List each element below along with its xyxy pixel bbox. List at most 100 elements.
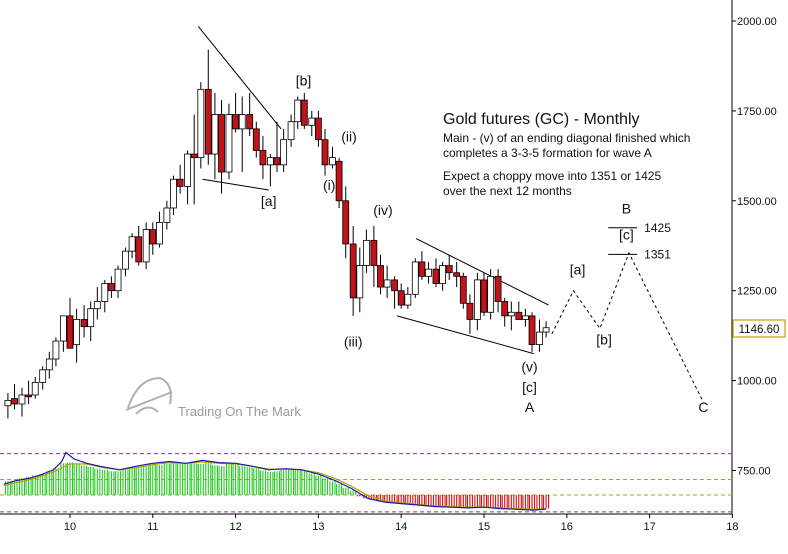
- candle-body: [176, 178, 184, 187]
- candle-body: [370, 239, 378, 266]
- candle-body: [453, 272, 461, 277]
- target-level-label: 1425: [644, 221, 671, 235]
- trendline: [415, 238, 549, 306]
- candle-body: [287, 121, 295, 141]
- wave-label: [a]: [570, 262, 586, 278]
- wave-label: [c]: [522, 379, 537, 395]
- candle-body: [445, 265, 453, 274]
- wave-label: (i): [323, 177, 335, 193]
- candle-body: [425, 268, 432, 277]
- candle-body: [308, 117, 316, 126]
- x-tick-label: 15: [478, 521, 490, 533]
- x-tick-label: 12: [229, 521, 241, 533]
- candle-body: [101, 283, 109, 302]
- candle-body: [507, 311, 515, 317]
- candle-body: [238, 114, 246, 130]
- candle-body: [211, 114, 219, 155]
- wave-label: (ii): [341, 128, 357, 144]
- candle-body: [232, 114, 240, 130]
- candle-body: [536, 331, 543, 346]
- wave-label: [c]: [619, 226, 634, 242]
- candle-body: [135, 236, 143, 263]
- candle-body: [4, 399, 12, 407]
- candle-body: [52, 340, 60, 360]
- candle-body: [259, 150, 267, 166]
- last-price-tag: 1146.60: [732, 319, 786, 338]
- candle-body: [80, 319, 88, 328]
- wave-label: A: [525, 399, 535, 415]
- candle-body: [39, 369, 47, 383]
- projected-path-line: [551, 251, 704, 403]
- candle-body: [108, 283, 115, 292]
- candle-body: [459, 275, 467, 304]
- watermark-logo: [125, 376, 173, 415]
- trendline: [197, 26, 282, 130]
- candle-body: [522, 315, 529, 320]
- candle-body: [197, 88, 205, 159]
- candle-body: [204, 88, 212, 155]
- candle-body: [128, 236, 136, 252]
- x-tick-label: 13: [312, 521, 324, 533]
- candle-body: [411, 261, 419, 295]
- wave-label: C: [698, 399, 708, 415]
- candle-body: [225, 114, 233, 173]
- candle-body: [356, 265, 364, 299]
- candle-body: [184, 153, 191, 187]
- x-tick-label: 11: [147, 521, 158, 533]
- x-tick-label: 14: [395, 521, 407, 533]
- axes: 2000.00 1750.00 1500.00 1250.00 1000.00 750.0…: [64, 16, 777, 533]
- candle-body: [25, 394, 33, 398]
- candle-body: [59, 315, 67, 342]
- candle-body: [494, 275, 502, 302]
- candle-body: [501, 301, 509, 317]
- x-tick-label: 16: [561, 521, 573, 533]
- target-level-label: 1351: [644, 247, 671, 261]
- subtitle-line-1: Main - (v) of an ending diagonal finishe…: [443, 131, 690, 145]
- candle-body: [163, 207, 171, 223]
- candle-body: [31, 381, 39, 396]
- candle-body: [73, 319, 81, 346]
- candle-body: [294, 99, 302, 123]
- candle-body: [246, 114, 254, 130]
- wave-label: (v): [521, 359, 537, 375]
- candle-body: [329, 157, 336, 166]
- candle-body: [487, 275, 495, 313]
- wave-labels: [b] [a] (ii) (i) (iv) (iii) (v) [c] A [a] [b] B [c] C: [261, 73, 709, 416]
- candle-body: [149, 229, 157, 245]
- candle-body: [321, 139, 329, 166]
- y-tick-label: 1250.00: [737, 286, 777, 298]
- candle-body: [66, 315, 74, 349]
- candle-body: [404, 293, 412, 306]
- oscillator-line: [3, 451, 547, 511]
- y-tick-label: 1750.00: [737, 106, 777, 118]
- candle-body: [190, 153, 198, 159]
- watermark-text: Trading On The Mark: [178, 404, 301, 419]
- wave-label: [a]: [261, 193, 277, 209]
- candle-body: [342, 200, 350, 245]
- trendlines: [197, 26, 704, 403]
- x-tick-label: 18: [726, 521, 738, 533]
- candle-body: [377, 265, 384, 288]
- candle-body: [11, 398, 18, 405]
- candle-body: [363, 239, 370, 266]
- candle-body: [418, 261, 426, 277]
- y-tick-label: 750.00: [737, 466, 771, 478]
- wave-label: [b]: [296, 73, 312, 89]
- x-tick-label: 17: [643, 521, 655, 533]
- note-line-2: over the next 12 months: [443, 184, 572, 198]
- candle-body: [114, 268, 122, 292]
- chart-title: Gold futures (GC) - Monthly: [443, 111, 640, 128]
- candle-body: [280, 139, 288, 166]
- candle-body: [515, 311, 523, 320]
- candle-body: [273, 157, 281, 166]
- wave-label: (iii): [344, 333, 363, 349]
- candle-body: [349, 243, 357, 299]
- y-tick-label: 1500.00: [737, 196, 777, 208]
- candle-body: [397, 290, 405, 306]
- candle-body: [439, 265, 447, 284]
- candle-body: [93, 301, 101, 310]
- candle-body: [335, 160, 343, 202]
- x-tick-label: 10: [64, 521, 76, 533]
- candlesticks: [4, 49, 550, 419]
- candle-body: [528, 315, 536, 346]
